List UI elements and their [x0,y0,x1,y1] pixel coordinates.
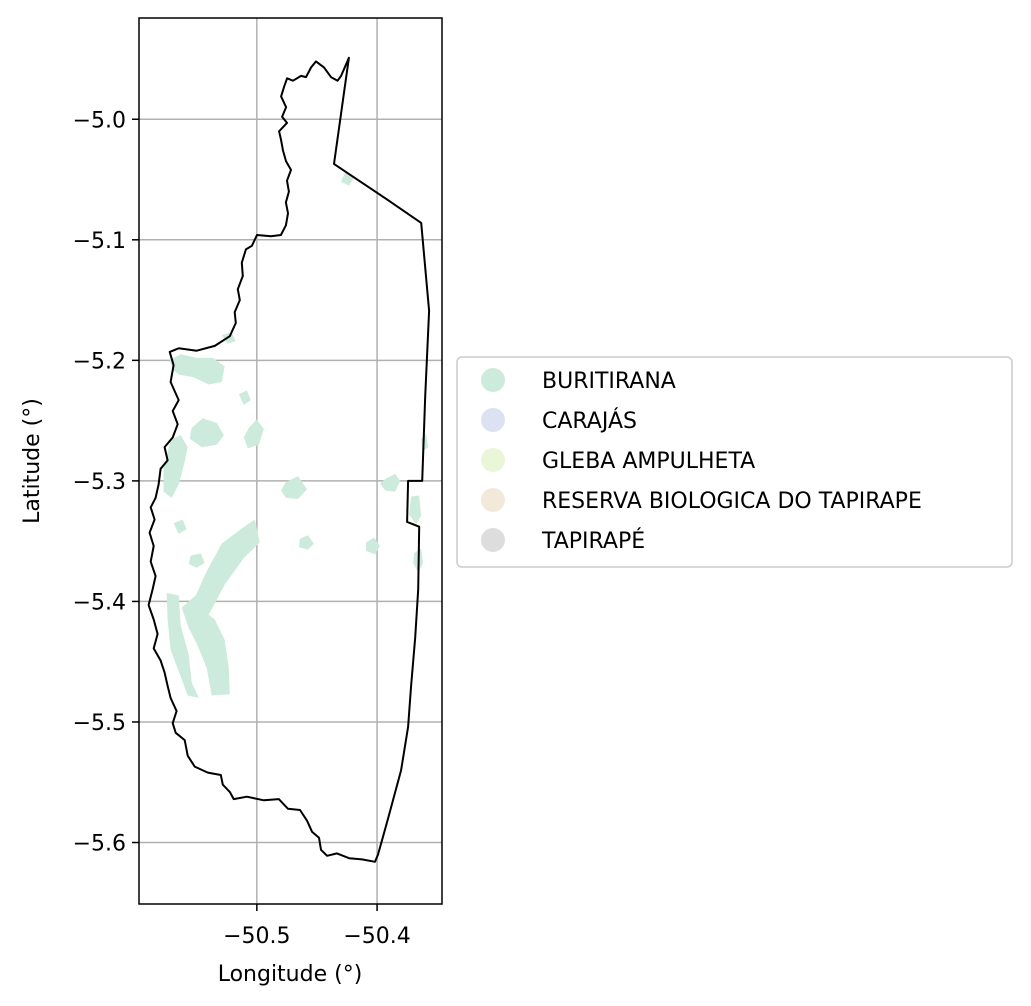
legend-items: BURITIRANA CARAJÁS GLEBA AMPULHETA RESERVA … [481,368,922,554]
buritirana-area [189,418,224,448]
legend-marker [481,528,505,552]
legend-label: RESERVA BIOLOGICA DO TAPIRAPE [542,489,922,514]
x-axis-label: Longitude (°) [218,962,363,987]
legend-label: CARAJÁS [542,408,637,434]
legend-marker [481,368,505,392]
y-axis-label: Latitude (°) [20,398,45,524]
buritirana-area [280,476,307,499]
legend-label: TAPIRAPÉ [541,528,645,554]
plot-area [138,17,443,905]
y-tick-label: −5.4 [73,590,126,615]
buritirana-area [173,519,187,534]
legend-label: GLEBA AMPULHETA [542,449,755,474]
gridlines [139,18,442,904]
buritirana-area [169,354,225,385]
municipality-boundary [147,56,431,863]
legend-label: BURITIRANA [542,369,676,394]
buritirana-area [366,537,381,555]
axis-ticks: −50.5 −50.4 −5.0 −5.1 −5.2 −5.3 −5.4 −5.5 −5.6 [73,108,411,949]
y-tick-label: −5.5 [73,711,126,736]
legend: BURITIRANA CARAJÁS GLEBA AMPULHETA RESERVA … [456,356,1013,568]
buritirana-area [181,519,260,696]
legend-marker [481,408,505,432]
x-tick-label: −50.4 [343,924,410,949]
buritirana-area [380,473,401,492]
y-tick-label: −5.2 [73,349,126,374]
x-tick-label: −50.5 [223,924,290,949]
plot-frame [138,17,443,905]
y-tick-label: −5.6 [73,832,126,857]
legend-box [456,356,1013,568]
y-tick-label: −5.0 [73,108,126,133]
region-polygons [163,172,429,698]
buritirana-area [243,419,264,449]
legend-marker [481,448,505,472]
buritirana-area [238,390,251,405]
buritirana-area [188,553,205,568]
y-tick-label: −5.3 [73,470,126,495]
buritirana-area [163,435,188,498]
legend-marker [481,488,505,512]
y-tick-label: −5.1 [73,229,126,254]
buritirana-area [409,495,422,525]
buritirana-area [298,535,314,550]
buritirana-area [166,593,199,698]
